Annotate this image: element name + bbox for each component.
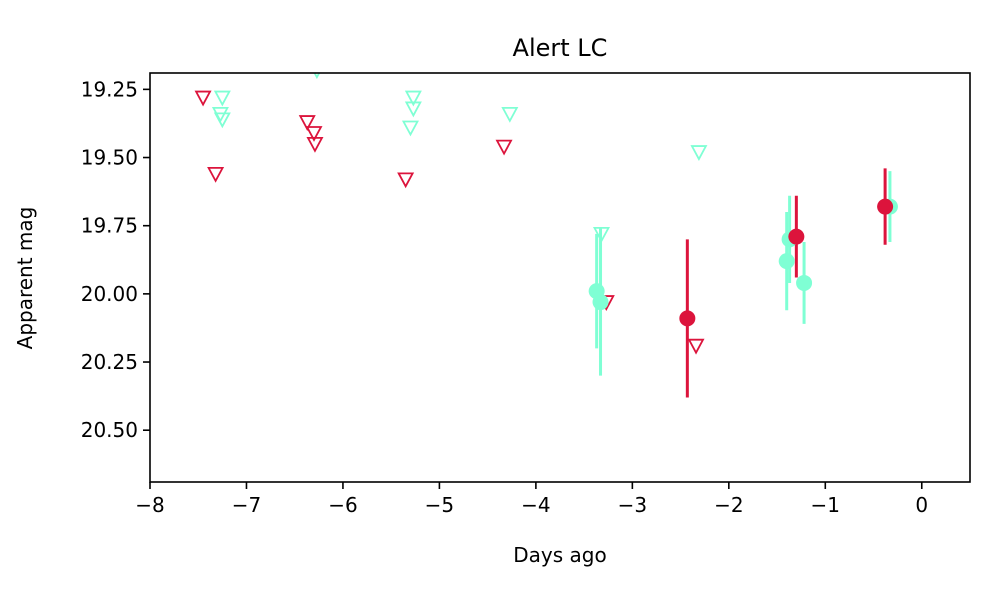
upper-limit-marker <box>690 145 708 161</box>
x-tick-label: −1 <box>811 493 840 517</box>
detection-marker <box>877 198 894 215</box>
upper-limit-marker <box>404 90 422 107</box>
upper-limit-marker <box>298 115 316 131</box>
x-tick-label: −5 <box>425 493 454 517</box>
upper-limit-marker <box>495 139 513 156</box>
upper-limit-marker <box>404 101 422 118</box>
chart-title: Alert LC <box>513 34 608 62</box>
upper-limit-marker <box>687 338 705 355</box>
y-tick-label: 20.25 <box>81 350 138 374</box>
plot-frame <box>149 72 971 483</box>
x-axis-label: Days ago <box>513 543 606 567</box>
y-tick-label: 19.75 <box>81 214 138 238</box>
upper-limit-marker <box>213 112 231 129</box>
detection-marker <box>788 228 805 245</box>
upper-limit-marker <box>194 90 212 107</box>
x-tick-label: 0 <box>915 493 928 517</box>
y-tick-label: 20.00 <box>81 282 138 306</box>
x-tick-label: −8 <box>135 493 164 517</box>
upper-limit-marker <box>213 90 231 107</box>
y-axis: 19.25 19.50 19.75 20.00 20.25 20.50 <box>81 77 150 442</box>
y-tick-label: 19.50 <box>81 146 138 170</box>
y-tick-label: 20.50 <box>81 418 138 442</box>
upper-limit-marker <box>305 126 323 142</box>
upper-limit-marker <box>501 107 519 123</box>
y-axis-label: Apparent mag <box>13 207 37 350</box>
upper-limit-marker <box>397 172 415 189</box>
detection-marker <box>679 310 696 327</box>
upper-limit-marker <box>401 120 419 137</box>
upper-limit-marker <box>313 73 321 80</box>
upper-limit-marker <box>306 136 324 153</box>
x-tick-label: −3 <box>618 493 647 517</box>
upper-limit-marker <box>207 166 225 183</box>
detection-marker <box>592 294 609 311</box>
x-tick-label: −6 <box>328 493 357 517</box>
x-axis: −8 −7 −6 −5 −4 −3 −2 −1 0 <box>135 482 928 517</box>
detection-marker <box>778 253 795 270</box>
y-tick-label: 19.25 <box>81 77 138 101</box>
x-tick-label: −4 <box>521 493 550 517</box>
x-tick-label: −7 <box>232 493 261 517</box>
x-tick-label: −2 <box>714 493 743 517</box>
plot-area <box>194 73 898 398</box>
detection-marker <box>796 274 813 291</box>
